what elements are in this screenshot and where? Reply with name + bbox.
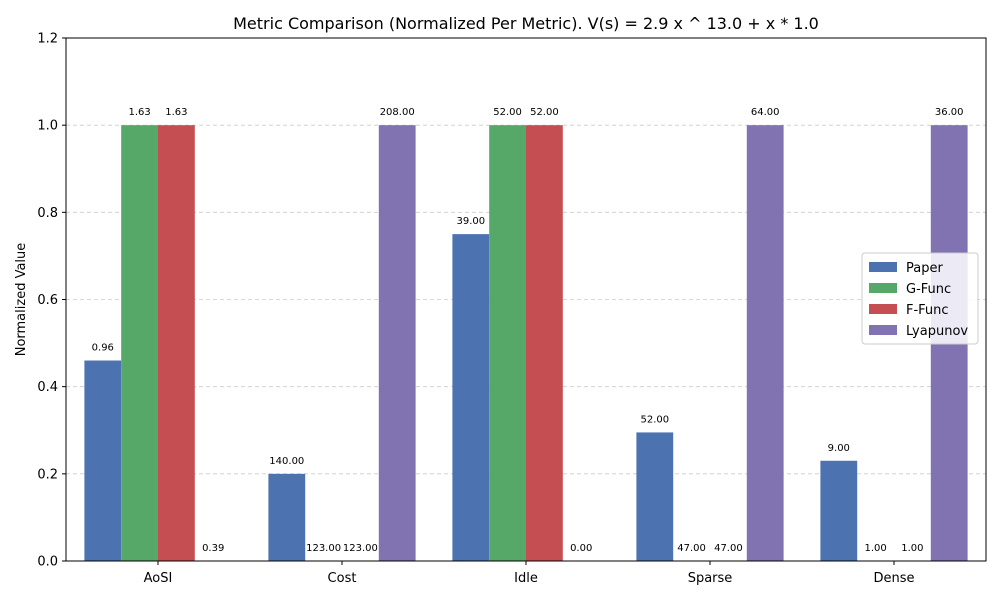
y-tick-label: 0.0 bbox=[37, 555, 58, 570]
bar-value-label: 52.00 bbox=[530, 107, 559, 118]
legend-swatch bbox=[869, 262, 897, 272]
bar-value-label: 123.00 bbox=[306, 543, 341, 554]
bar-value-label: 39.00 bbox=[456, 216, 485, 227]
y-tick-label: 0.6 bbox=[37, 293, 58, 308]
x-tick-label: Dense bbox=[873, 571, 914, 586]
x-tick-label: AoSI bbox=[144, 571, 173, 586]
bar-value-label: 0.00 bbox=[570, 543, 592, 554]
legend-swatch bbox=[869, 283, 897, 293]
bar-value-label: 36.00 bbox=[935, 107, 964, 118]
bar-value-label: 52.00 bbox=[640, 414, 669, 425]
legend-label: F-Func bbox=[906, 303, 949, 318]
bar-value-label: 1.00 bbox=[864, 543, 886, 554]
bar-paper bbox=[84, 360, 122, 561]
bar-value-label: 47.00 bbox=[677, 543, 706, 554]
bar-f-func bbox=[526, 125, 563, 562]
bar-paper bbox=[268, 473, 306, 561]
legend-swatch bbox=[869, 325, 897, 335]
bar-paper bbox=[636, 432, 674, 561]
legend-label: Lyapunov bbox=[906, 324, 968, 339]
bar-value-label: 123.00 bbox=[343, 543, 378, 554]
y-tick-label: 1.0 bbox=[37, 119, 58, 134]
y-tick-label: 0.8 bbox=[37, 206, 58, 221]
bar-value-label: 64.00 bbox=[751, 107, 780, 118]
y-tick-label: 0.2 bbox=[37, 467, 58, 482]
legend-label: Paper bbox=[906, 261, 943, 276]
bar-value-label: 208.00 bbox=[380, 107, 415, 118]
legend-box bbox=[861, 252, 979, 345]
bar-paper bbox=[452, 234, 490, 561]
bar-value-label: 1.63 bbox=[165, 107, 187, 118]
x-tick-label: Sparse bbox=[688, 571, 733, 586]
bar-value-label: 0.96 bbox=[92, 343, 114, 354]
y-axis-label: Normalized Value bbox=[14, 243, 29, 357]
bar-lyapunov bbox=[746, 125, 784, 562]
bar-f-func bbox=[158, 125, 195, 562]
bar-value-label: 47.00 bbox=[714, 543, 743, 554]
bar-value-label: 0.39 bbox=[202, 543, 224, 554]
x-axis: AoSI Cost Idle Sparse Dense bbox=[144, 561, 915, 586]
x-tick-label: Idle bbox=[514, 571, 538, 586]
bar-value-label: 1.63 bbox=[128, 107, 150, 118]
legend: Paper G-Func F-Func Lyapunov bbox=[861, 252, 979, 345]
bar-value-label: 52.00 bbox=[493, 107, 522, 118]
bars bbox=[84, 125, 968, 562]
bar-g-func bbox=[489, 125, 526, 562]
bar-value-label: 1.00 bbox=[901, 543, 923, 554]
y-tick-label: 1.2 bbox=[37, 32, 58, 47]
x-tick-label: Cost bbox=[328, 571, 357, 586]
bar-lyapunov bbox=[378, 125, 416, 562]
bar-g-func bbox=[121, 125, 158, 562]
bar-value-label: 9.00 bbox=[828, 443, 850, 454]
chart-title: Metric Comparison (Normalized Per Metric… bbox=[233, 14, 819, 33]
y-tick-label: 0.4 bbox=[37, 380, 58, 395]
y-axis: 0.0 0.2 0.4 0.6 0.8 1.0 1.2 bbox=[37, 32, 66, 570]
legend-label: G-Func bbox=[906, 282, 951, 297]
legend-swatch bbox=[869, 304, 897, 314]
bar-value-label: 140.00 bbox=[269, 456, 304, 467]
bar-paper bbox=[820, 460, 858, 561]
data-labels: 0.96 1.63 1.63 0.39 140.00 123.00 123.00 208.00… bbox=[92, 107, 964, 554]
